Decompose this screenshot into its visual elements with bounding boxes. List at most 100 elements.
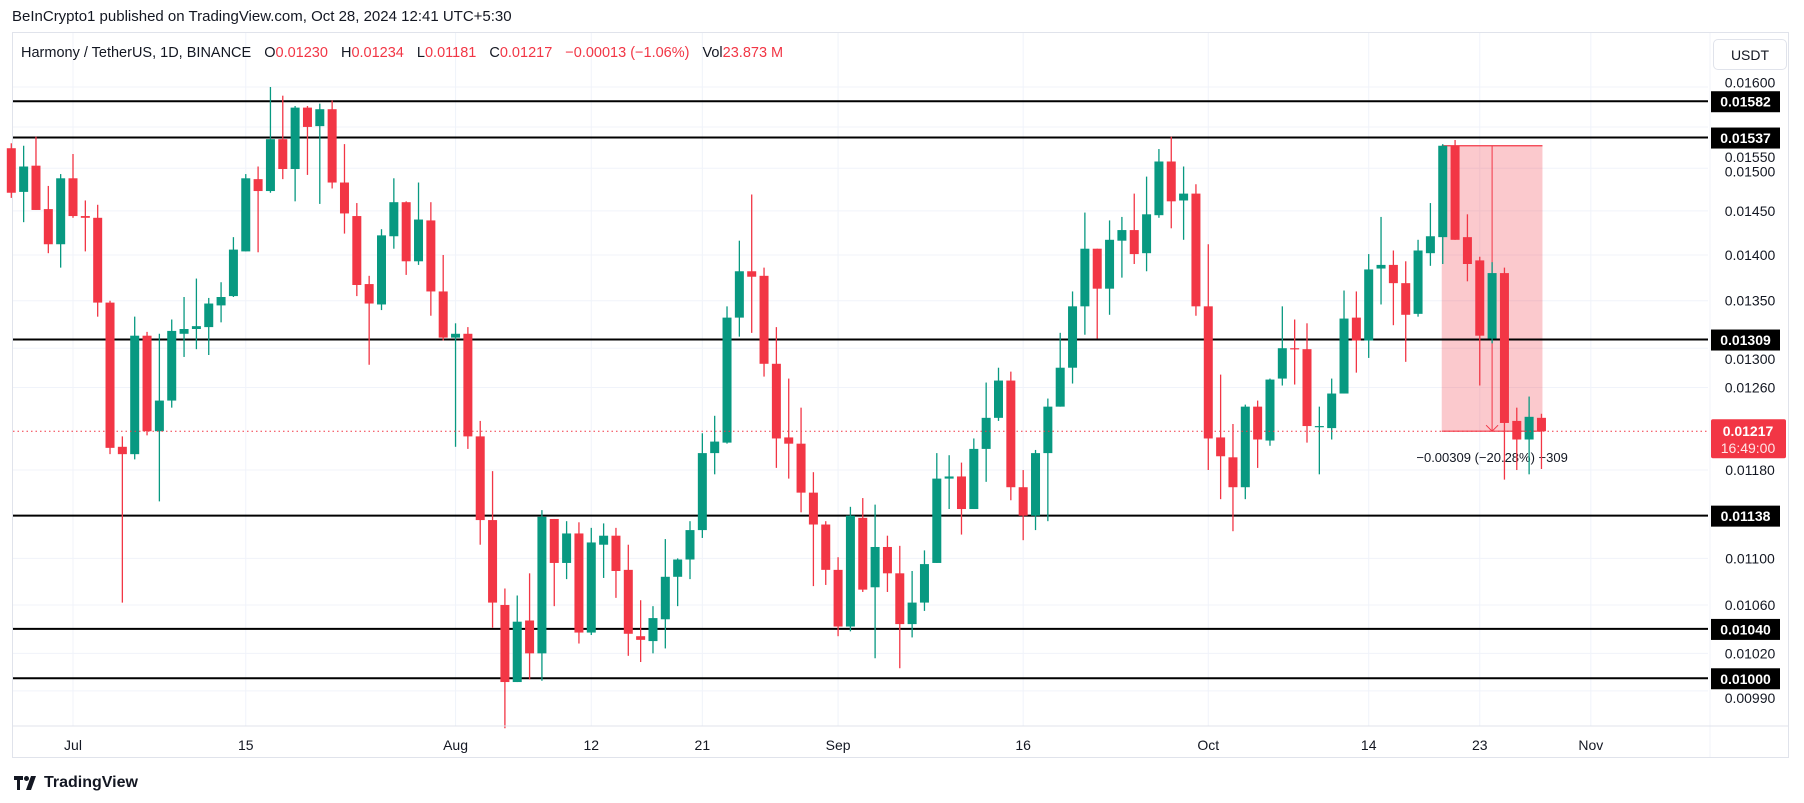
level-price-label: 0.01309 xyxy=(1720,332,1771,348)
candle-body xyxy=(1401,283,1411,315)
candle xyxy=(80,200,90,252)
candle xyxy=(451,323,461,447)
candle xyxy=(1290,319,1300,385)
candle xyxy=(858,498,868,592)
arrow-down-icon xyxy=(1485,424,1499,432)
candle xyxy=(6,143,16,198)
candle-body xyxy=(796,443,806,493)
candle xyxy=(154,333,164,502)
candle-body xyxy=(1290,348,1300,350)
candle xyxy=(339,144,349,234)
candle-body xyxy=(1179,193,1189,201)
candle xyxy=(377,229,386,311)
candle-body xyxy=(302,107,312,127)
candle-body xyxy=(623,569,633,634)
candle xyxy=(1018,470,1028,541)
candle xyxy=(907,571,917,638)
candle xyxy=(845,506,855,632)
candle xyxy=(1351,291,1361,373)
candle-body xyxy=(1043,406,1053,454)
candle-body xyxy=(191,326,201,330)
candle-body xyxy=(1512,420,1522,440)
candle-body xyxy=(932,478,942,563)
candle-body xyxy=(858,517,868,590)
price-tick-label: 0.01600 xyxy=(1725,75,1776,91)
symbol-legend: Harmony / TetherUS, 1D, BINANCE O0.01230… xyxy=(21,45,783,61)
time-tick-label: 15 xyxy=(238,737,254,753)
candle xyxy=(1068,291,1078,384)
candle xyxy=(833,557,843,637)
price-tick-label: 0.01100 xyxy=(1725,550,1775,566)
candle-body xyxy=(56,178,66,245)
candle-body xyxy=(1154,161,1164,216)
candle xyxy=(241,174,251,252)
candle-body xyxy=(586,542,596,633)
candle-body xyxy=(710,441,720,454)
candle-body xyxy=(1018,487,1028,516)
candle-body xyxy=(808,492,818,525)
candle xyxy=(130,316,140,460)
candle-body xyxy=(919,564,929,603)
candle xyxy=(648,606,658,654)
candle xyxy=(623,544,633,656)
candle-body xyxy=(870,546,880,588)
candle-body xyxy=(1006,380,1016,488)
candle xyxy=(302,106,312,175)
candle xyxy=(253,166,263,253)
candle-body xyxy=(167,330,177,401)
candle-body xyxy=(19,166,29,192)
candle-body xyxy=(401,202,411,262)
level-price-badge xyxy=(1711,668,1780,690)
candle xyxy=(475,420,485,545)
candle-body xyxy=(1142,214,1152,254)
candle-body xyxy=(845,515,855,627)
currency-unit-button[interactable]: USDT xyxy=(1713,39,1787,70)
candle xyxy=(759,267,769,377)
candle xyxy=(747,194,757,333)
candle-body xyxy=(1376,264,1386,269)
candle xyxy=(1388,250,1398,326)
open-label: O xyxy=(264,45,276,61)
price-tick-label: 0.01180 xyxy=(1725,462,1775,478)
candle-body xyxy=(1450,145,1460,240)
candle xyxy=(734,240,744,337)
candle xyxy=(1092,248,1102,339)
open-value: 0.01230 xyxy=(275,45,328,61)
candle-body xyxy=(512,621,522,683)
volume-value: 23.873 M xyxy=(722,45,784,61)
candle-body xyxy=(6,148,16,193)
candle-body xyxy=(204,303,214,328)
candle-body xyxy=(1216,437,1226,457)
candle xyxy=(1302,323,1312,443)
level-price-label: 0.01000 xyxy=(1720,671,1771,687)
candle-body xyxy=(771,363,781,439)
candle xyxy=(1253,400,1263,468)
candle-body xyxy=(253,179,263,192)
candle xyxy=(599,523,609,578)
candle-body xyxy=(660,576,670,620)
candle-body xyxy=(265,139,275,192)
candle-body xyxy=(1364,269,1374,341)
candle-body xyxy=(377,235,386,305)
candle-body xyxy=(784,437,794,444)
candle xyxy=(1339,290,1349,394)
candle xyxy=(537,510,547,681)
high-value: 0.01234 xyxy=(351,45,404,61)
candle xyxy=(327,100,337,189)
candle-body xyxy=(216,297,226,306)
candle xyxy=(105,300,115,455)
support-resistance-levels: 0.01582 0.01537 0.01309 0.01138 0.01040 0.010… xyxy=(13,91,1780,690)
level-price-label: 0.01582 xyxy=(1720,94,1771,110)
time-tick-label: Aug xyxy=(443,737,468,753)
tradingview-logo-text: TradingView xyxy=(44,774,138,791)
candle xyxy=(784,378,794,479)
candle-body xyxy=(451,333,461,338)
tradingview-logo[interactable]: TradingView xyxy=(14,774,138,792)
close-value: 0.01217 xyxy=(499,45,553,61)
candle xyxy=(969,438,979,510)
candle xyxy=(290,106,300,202)
candle xyxy=(179,297,189,357)
candle-body xyxy=(895,573,905,625)
